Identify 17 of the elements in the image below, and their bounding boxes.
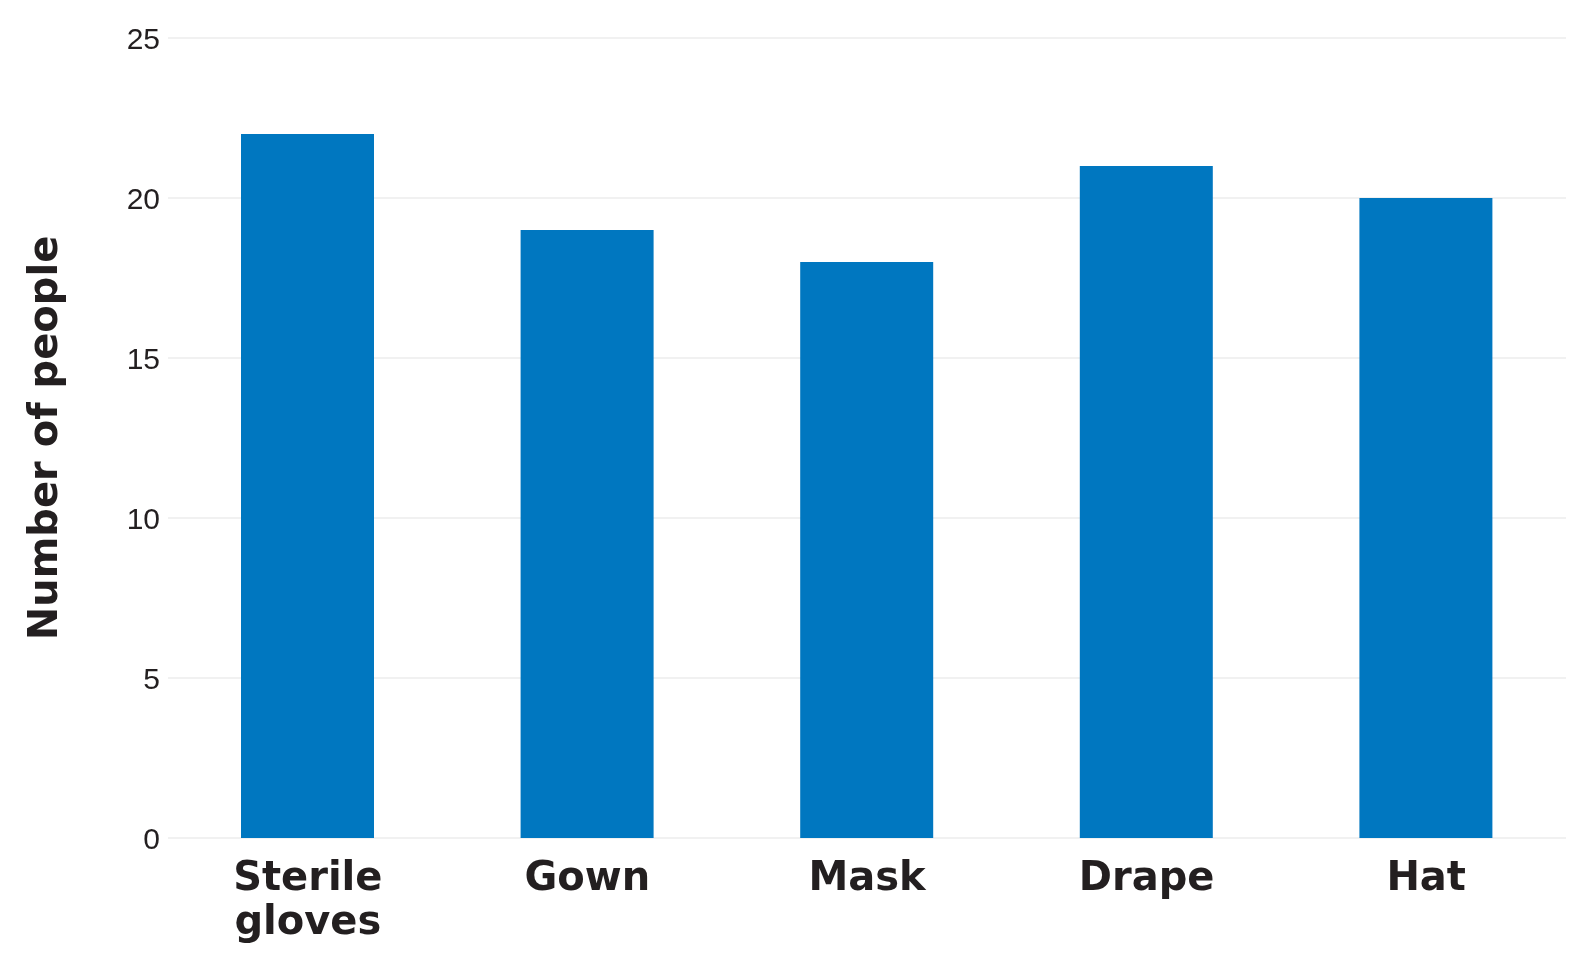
x-tick-label: Drape — [1078, 853, 1215, 899]
x-tick-label: Mask — [808, 853, 927, 899]
y-tick-label: 10 — [126, 501, 160, 535]
y-axis-title: Number of people — [20, 235, 67, 641]
y-tick-label: 0 — [143, 821, 160, 855]
x-tick-label: Sterile gloves — [233, 853, 383, 943]
y-tick-label: 15 — [126, 341, 160, 375]
bar — [241, 134, 374, 838]
bar — [800, 262, 934, 838]
y-tick-label: 20 — [126, 181, 160, 215]
bar — [520, 230, 654, 838]
bar — [1079, 166, 1213, 838]
x-tick-label: Hat — [1386, 853, 1466, 899]
y-tick-label: 5 — [143, 661, 160, 695]
bar — [1359, 198, 1493, 838]
y-tick-label: 25 — [126, 21, 160, 55]
x-tick-label: Gown — [524, 853, 651, 899]
